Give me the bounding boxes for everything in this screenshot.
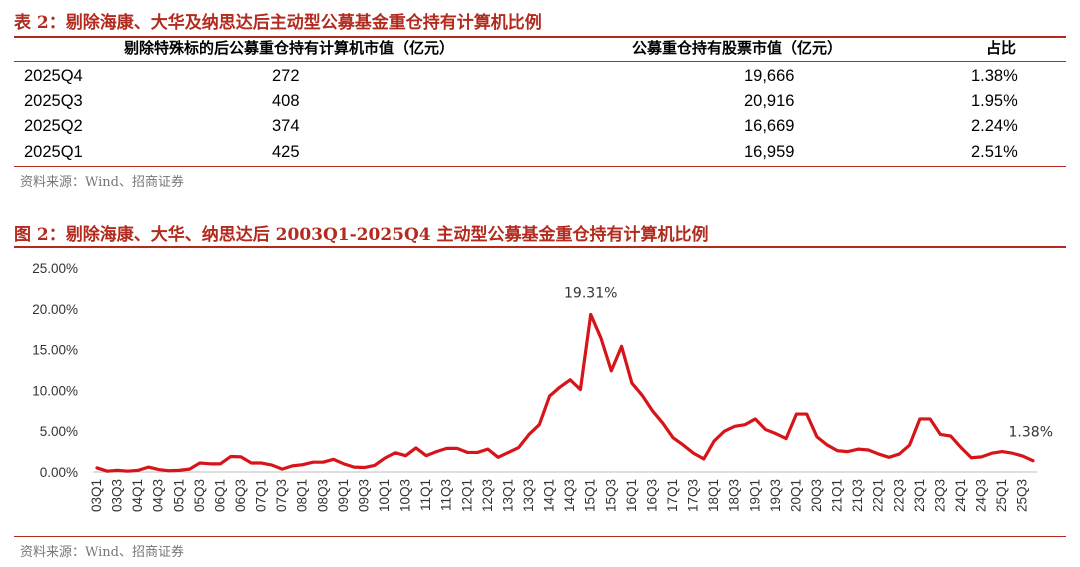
x-tick-label: 09Q3 [356,479,371,512]
y-tick-label: 20.00% [32,302,78,317]
x-tick-label: 08Q1 [295,479,310,512]
row-stock-value: 16,669 [744,117,795,135]
x-tick-label: 13Q1 [500,479,515,512]
x-tick-label: 07Q3 [274,479,289,512]
plot-area: 19.31% 1.38% [95,285,1053,473]
table-title: 表 2：剔除海康、大华及纳思达后主动型公募基金重仓持有计算机比例 [14,13,542,33]
row-ratio: 2.24% [971,117,1018,135]
row-computer-value: 408 [272,92,300,110]
x-tick-label: 04Q3 [151,479,166,512]
x-tick-label: 06Q1 [212,479,227,512]
x-tick-label: 10Q1 [377,479,392,512]
x-tick-label: 22Q3 [891,479,906,512]
y-axis: 0.00% 5.00% 10.00% 15.00% 20.00% 25.00% [32,261,78,480]
x-tick-label: 18Q3 [727,479,742,512]
row-stock-value: 16,959 [744,143,795,161]
data-label: 1.38% [1009,425,1053,441]
table-header-computer-value: 剔除特殊标的后公募重仓持有计算机市值（亿元） [124,39,455,57]
row-period: 2025Q1 [24,143,83,161]
table-source: 资料来源：Wind、招商证券 [20,175,184,190]
y-tick-label: 0.00% [40,465,78,480]
figure-title: 图 2：剔除海康、大华、纳思达后 2003Q1-2025Q4 主动型公募基金重仓… [14,225,709,245]
row-ratio: 1.38% [971,67,1018,85]
x-tick-label: 20Q1 [788,479,803,512]
x-tick-label: 24Q1 [953,479,968,512]
series-line [95,312,1035,473]
x-tick-label: 09Q1 [336,479,351,512]
x-tick-label: 13Q3 [521,479,536,512]
x-tick-label: 19Q3 [768,479,783,512]
x-tick-label: 06Q3 [233,479,248,512]
table-header-ratio: 占比 [986,39,1017,57]
x-tick-label: 05Q3 [192,479,207,512]
y-tick-label: 25.00% [32,261,78,276]
table-bottom-rule [14,166,1066,167]
x-tick-label: 14Q1 [542,479,557,512]
row-ratio: 1.95% [971,92,1018,110]
x-tick-label: 24Q3 [974,479,989,512]
row-period: 2025Q2 [24,117,83,135]
data-label: 19.31% [564,285,617,301]
x-tick-label: 15Q3 [603,479,618,512]
x-tick-label: 20Q3 [809,479,824,512]
row-period: 2025Q3 [24,92,83,110]
row-ratio: 2.51% [971,143,1018,161]
y-tick-label: 15.00% [32,343,78,358]
x-tick-label: 21Q3 [850,479,865,512]
x-tick-label: 17Q1 [665,479,680,512]
row-computer-value: 374 [272,117,300,135]
y-tick-label: 10.00% [32,383,78,398]
x-tick-label: 12Q1 [459,479,474,512]
x-tick-label: 04Q1 [130,479,145,512]
x-tick-label: 07Q1 [254,479,269,512]
x-tick-label: 10Q3 [398,479,413,512]
row-computer-value: 272 [272,67,300,85]
figure-top-rule [14,246,1066,248]
row-stock-value: 20,916 [744,92,795,110]
x-tick-label: 25Q1 [994,479,1009,512]
x-tick-label: 18Q1 [706,479,721,512]
x-tick-label: 05Q1 [171,479,186,512]
x-tick-label: 23Q3 [932,479,947,512]
figure-source: 资料来源：Wind、招商证券 [20,545,184,560]
x-tick-label: 19Q1 [747,479,762,512]
table-header-rule [14,61,1066,62]
x-tick-label: 11Q1 [418,479,433,511]
figure-bottom-rule [14,536,1066,537]
x-tick-label: 12Q3 [480,479,495,512]
table-top-rule [14,36,1066,38]
x-tick-label: 21Q1 [830,479,845,512]
x-tick-label: 14Q3 [562,479,577,512]
y-tick-label: 5.00% [40,424,78,439]
x-tick-label: 25Q3 [1015,479,1030,512]
x-tick-label: 11Q3 [439,479,454,511]
line-chart: 0.00%5.00%10.00%15.00%20.00%25.00% 03Q1 0… [32,261,1053,512]
x-tick-label: 22Q1 [871,479,886,512]
x-tick-label: 17Q3 [686,479,701,512]
row-stock-value: 19,666 [744,67,795,85]
x-axis: 03Q1 03Q3 04Q1 04Q3 05Q1 05Q3 06Q1 06Q3 07Q1 07Q3… [89,471,1037,512]
table-header-stock-value: 公募重仓持有股票市值（亿元） [632,39,843,57]
x-tick-label: 16Q3 [644,479,659,512]
x-tick-label: 03Q3 [110,479,125,512]
row-computer-value: 425 [272,143,300,161]
row-period: 2025Q4 [24,67,83,85]
x-tick-label: 16Q1 [624,479,639,512]
x-tick-label: 23Q1 [912,479,927,512]
x-tick-label: 08Q3 [315,479,330,512]
x-tick-label: 03Q1 [89,479,104,512]
x-tick-label: 15Q1 [583,479,598,512]
